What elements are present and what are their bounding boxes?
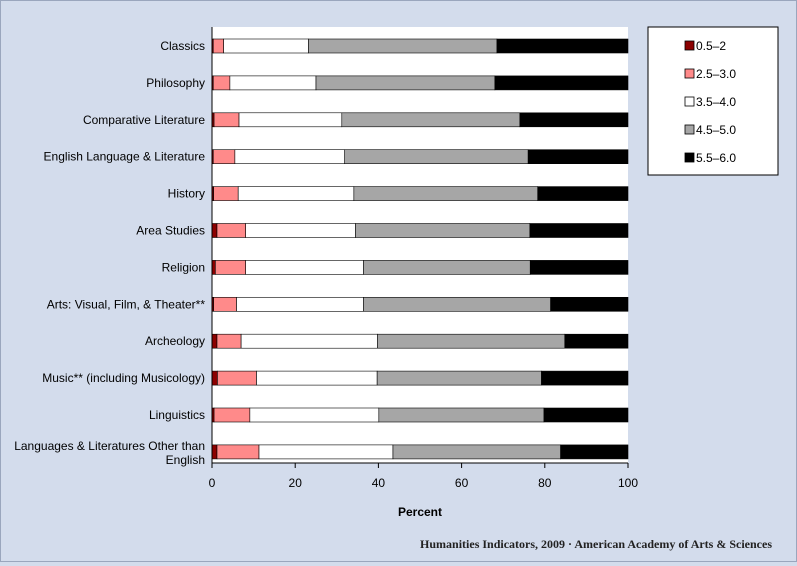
category-label: Archeology — [145, 334, 205, 348]
bar-segment — [564, 333, 629, 349]
legend-label: 4.5–5.0 — [696, 123, 736, 137]
bars-layer — [211, 38, 629, 460]
bar-segment — [529, 260, 629, 275]
category-label: History — [168, 187, 205, 201]
bar-segment — [213, 407, 251, 423]
category-label: Music** (including Musicology) — [42, 371, 205, 385]
bar-segment — [229, 75, 317, 91]
category-label: Philosophy — [146, 76, 205, 90]
category-label: Languages & Literatures Other than Englis… — [14, 439, 205, 467]
bar-segment — [537, 186, 629, 201]
bar-segment — [245, 223, 356, 238]
legend-swatch — [684, 152, 695, 163]
bar-segment — [519, 112, 629, 128]
bar-segment — [529, 223, 629, 238]
legend-items: 0.5–2 2.5–3.0 3.5–4.0 4.5–5.0 5.5–6.0 — [684, 39, 736, 165]
bar-segment — [213, 186, 239, 201]
bar-segment — [363, 260, 531, 275]
bar-segment — [308, 38, 498, 54]
legend-label: 2.5–3.0 — [696, 67, 736, 81]
bar-segment — [355, 223, 531, 238]
bar-segment — [216, 333, 242, 349]
bar-segment — [216, 223, 246, 238]
bar-segment — [550, 296, 629, 312]
legend-swatch — [684, 96, 695, 107]
bar-segment — [211, 223, 218, 238]
category-label: Arts: Visual, Film, & Theater** — [47, 297, 206, 311]
bar-segment — [344, 149, 529, 164]
x-tick-label: 0 — [209, 476, 216, 490]
legend-box — [647, 26, 779, 176]
plot-area — [212, 27, 628, 463]
category-label: Religion — [162, 260, 205, 274]
bar-segment — [527, 149, 629, 164]
bar-segment — [211, 444, 218, 460]
bar-segment — [213, 296, 237, 312]
bar-segment — [217, 370, 257, 386]
bar-segment — [234, 149, 346, 164]
x-axis — [211, 27, 628, 464]
source-credit: Humanities Indicators, 2009 · American A… — [420, 537, 772, 551]
bar-segment — [212, 149, 236, 164]
bar-segment — [256, 370, 378, 386]
bar-segment — [249, 407, 380, 423]
x-tick-label: 20 — [289, 476, 303, 490]
x-tick-label: 60 — [455, 476, 469, 490]
legend-label: 3.5–4.0 — [696, 95, 736, 109]
bar-segment — [212, 75, 231, 91]
bar-segment — [245, 260, 364, 275]
bar-segment — [377, 333, 566, 349]
bar-segment — [543, 407, 629, 423]
bar-segment — [363, 296, 551, 312]
bar-segment — [541, 370, 629, 386]
bar-segment — [353, 186, 539, 201]
bar-segment — [376, 370, 542, 386]
bar-segment — [258, 444, 394, 460]
bar-segment — [215, 260, 247, 275]
bar-segment — [212, 38, 224, 54]
x-tick-label: 40 — [372, 476, 386, 490]
bar-segment — [496, 38, 629, 54]
bar-segment — [341, 112, 521, 128]
legend-swatch — [684, 68, 695, 79]
bar-segment — [315, 75, 496, 91]
legend-swatch — [684, 40, 695, 51]
bar-segment — [213, 112, 240, 128]
bar-segment — [494, 75, 629, 91]
bar-segment — [236, 296, 364, 312]
category-labels: Classics Philosophy Comparative Literature… — [14, 39, 205, 467]
legend-label: 5.5–6.0 — [696, 151, 736, 165]
bar-segment — [237, 186, 355, 201]
x-tick-label: 100 — [618, 476, 638, 490]
bar-segment — [378, 407, 545, 423]
bar-segment — [216, 444, 260, 460]
category-label: Comparative Literature — [83, 113, 205, 127]
category-label: Linguistics — [149, 408, 205, 422]
bar-segment — [223, 38, 309, 54]
x-tick-label: 80 — [538, 476, 552, 490]
bar-segment — [211, 370, 218, 386]
bar-segment — [238, 112, 343, 128]
bar-segment — [560, 444, 629, 460]
category-label: English Language & Literature — [44, 150, 206, 164]
category-label: Classics — [160, 39, 205, 53]
x-tick-labels: 0 20 40 60 80 100 — [209, 463, 638, 490]
legend: 0.5–2 2.5–3.0 3.5–4.0 4.5–5.0 5.5–6.0 — [647, 26, 779, 176]
bar-segment — [211, 333, 218, 349]
bar-segment — [392, 444, 561, 460]
legend-label: 0.5–2 — [696, 39, 726, 53]
legend-swatch — [684, 124, 695, 135]
x-axis-title: Percent — [398, 505, 442, 519]
bar-segment — [240, 333, 378, 349]
category-label: Area Studies — [136, 224, 205, 238]
